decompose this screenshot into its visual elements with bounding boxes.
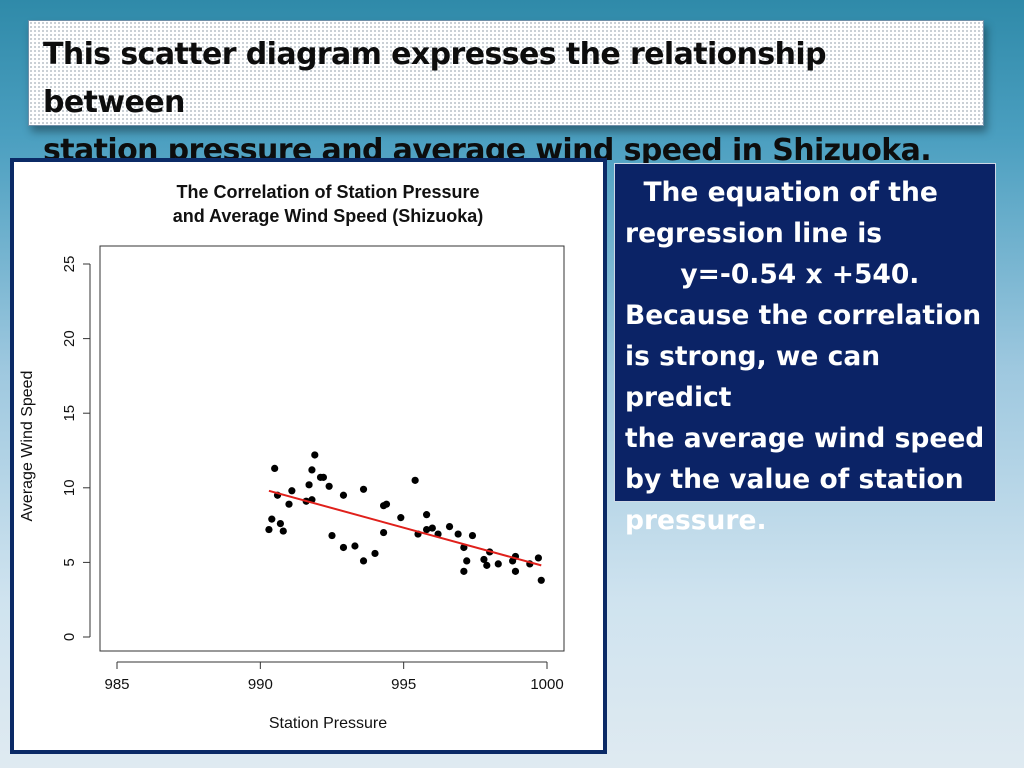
plot-area: [99, 245, 565, 652]
scatter-point: [311, 451, 319, 459]
scatter-point: [380, 528, 388, 537]
scatter-point: [537, 576, 545, 584]
scatter-point: [285, 500, 293, 508]
regression-note-box: The equation of the regression line is y…: [614, 163, 996, 536]
scatter-point: [445, 522, 454, 531]
scatter-point: [279, 527, 287, 535]
scatter-point: [454, 530, 462, 538]
scatter-point: [339, 491, 348, 499]
y-tick-label: 5: [61, 558, 78, 566]
scatter-point: [325, 482, 333, 490]
scatter-point: [319, 473, 327, 481]
y-axis-label: Average Wind Speed: [19, 371, 36, 522]
scatter-point: [480, 555, 488, 564]
scatter-point: [494, 560, 502, 568]
scatter-point: [534, 554, 543, 562]
scatter-point: [468, 531, 477, 540]
y-tick-label: 10: [61, 479, 78, 496]
slide-title-line-1: This scatter diagram expresses the relat…: [43, 37, 827, 120]
note-line-1: The equation of the: [625, 177, 938, 208]
note-line-3: y=-0.54 x +540.: [625, 259, 920, 290]
note-line-2: regression line is: [625, 218, 883, 249]
chart-frame: The Correlation of Station Pressure and …: [10, 158, 607, 754]
scatter-point: [359, 485, 368, 493]
scatter-chart: The Correlation of Station Pressure and …: [19, 182, 565, 732]
y-tick-label: 25: [61, 256, 78, 273]
scatter-point: [351, 542, 359, 550]
scatter-point: [423, 525, 431, 534]
x-tick-label: 995: [391, 676, 416, 693]
regression-line: [268, 489, 542, 567]
scatter-point: [268, 515, 276, 523]
scatter-point: [308, 466, 316, 474]
y-tick-label: 20: [61, 330, 78, 347]
scatter-point: [463, 557, 471, 565]
x-tick-label: 1000: [530, 676, 563, 693]
scatter-point: [265, 525, 273, 534]
y-tick-label: 0: [61, 633, 78, 641]
scatter-point: [305, 481, 313, 489]
chart-title-line-1: The Correlation of Station Pressure: [176, 182, 479, 202]
chart-title-line-2: and Average Wind Speed (Shizuoka): [173, 206, 484, 226]
scatter-point: [423, 511, 431, 519]
x-tick-label: 985: [104, 676, 129, 693]
scatter-point: [397, 514, 405, 522]
scatter-point: [271, 464, 279, 473]
scatter-point: [428, 524, 436, 532]
x-tick-label: 990: [248, 676, 273, 693]
slide-title-box: This scatter diagram expresses the relat…: [28, 20, 984, 168]
scatter-point: [288, 487, 296, 495]
scatter-point: [328, 531, 336, 540]
scatter-point: [382, 500, 391, 508]
scatter-point: [276, 520, 284, 528]
scatter-point: [411, 476, 419, 484]
note-line-6: the average wind speed: [625, 423, 985, 454]
scatter-point: [460, 567, 468, 575]
note-line-4: Because the correlation: [625, 300, 982, 331]
y-tick-label: 15: [61, 405, 78, 422]
x-axis-label: Station Pressure: [269, 715, 387, 732]
note-line-8: pressure.: [625, 505, 767, 536]
scatter-point: [371, 549, 379, 558]
note-line-7: by the value of station: [625, 464, 964, 495]
scatter-point: [339, 543, 348, 552]
scatter-point: [483, 561, 491, 569]
axes-layer: 985 990 995 1000 0 5 10 15 20 25: [61, 256, 564, 693]
scatter-point: [359, 557, 368, 565]
scatter-point: [511, 567, 520, 575]
note-line-5: is strong, we can predict: [625, 341, 890, 413]
marks-layer: [265, 451, 545, 584]
